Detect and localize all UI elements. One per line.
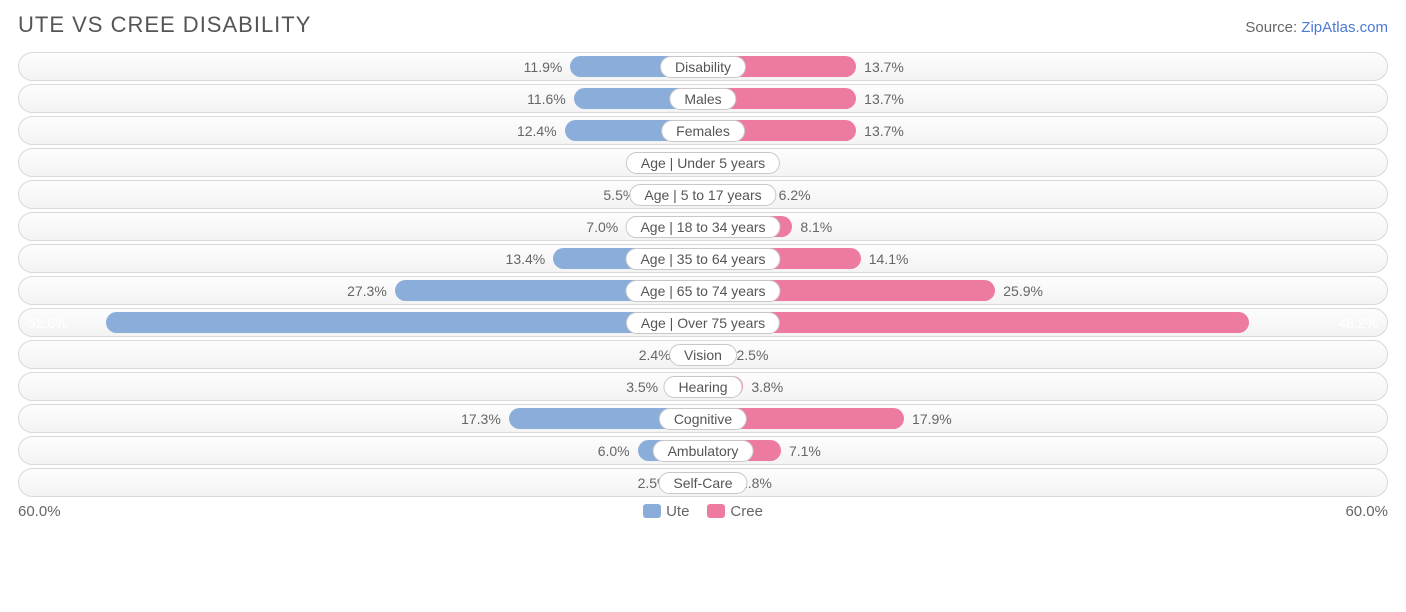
- value-left: 17.3%: [461, 411, 501, 427]
- value-right: 13.7%: [864, 59, 904, 75]
- axis-max-right: 60.0%: [1345, 503, 1388, 520]
- legend-label-ute: Ute: [666, 503, 689, 520]
- value-left: 13.4%: [506, 251, 546, 267]
- value-left: 52.6%: [28, 315, 68, 331]
- value-left: 2.4%: [639, 347, 671, 363]
- category-label: Age | 35 to 64 years: [625, 248, 780, 270]
- value-right: 3.8%: [751, 379, 783, 395]
- value-right: 17.9%: [912, 411, 952, 427]
- chart-row: 52.6% 48.2% Age | Over 75 years: [18, 308, 1388, 337]
- value-right: 25.9%: [1003, 283, 1043, 299]
- chart-row: 0.86%1.4%Age | Under 5 years: [18, 148, 1388, 177]
- category-label: Hearing: [663, 376, 742, 398]
- category-label: Females: [661, 120, 745, 142]
- value-left: 11.9%: [524, 59, 563, 75]
- value-left: 3.5%: [626, 379, 658, 395]
- bar-right: [700, 312, 1249, 333]
- chart-row: 17.3% 17.9% Cognitive: [18, 404, 1388, 433]
- legend-item-ute: Ute: [643, 503, 689, 520]
- value-left: 12.4%: [517, 123, 557, 139]
- value-right: 6.2%: [779, 187, 811, 203]
- category-label: Vision: [669, 344, 737, 366]
- chart-row: 12.4% 13.7% Females: [18, 116, 1388, 145]
- chart-row: 6.0% 7.1% Ambulatory: [18, 436, 1388, 465]
- legend-swatch-cree: [707, 504, 725, 518]
- category-label: Males: [669, 88, 736, 110]
- legend-label-cree: Cree: [730, 503, 763, 520]
- chart-row: 2.4% 2.5%Vision: [18, 340, 1388, 369]
- category-label: Age | 65 to 74 years: [625, 280, 780, 302]
- category-label: Age | 5 to 17 years: [629, 184, 776, 206]
- category-label: Age | Under 5 years: [626, 152, 780, 174]
- chart-row: 2.5%2.8%Self-Care: [18, 468, 1388, 497]
- category-label: Ambulatory: [653, 440, 754, 462]
- chart-row: 3.5% 3.8% Hearing: [18, 372, 1388, 401]
- legend-item-cree: Cree: [707, 503, 763, 520]
- value-right: 14.1%: [869, 251, 909, 267]
- chart-row: 27.3% 25.9% Age | 65 to 74 years: [18, 276, 1388, 305]
- value-right: 8.1%: [800, 219, 832, 235]
- category-label: Self-Care: [658, 472, 747, 494]
- legend-swatch-ute: [643, 504, 661, 518]
- value-left: 11.6%: [527, 91, 566, 107]
- chart-title: UTE VS CREE DISABILITY: [18, 12, 311, 38]
- category-label: Age | Over 75 years: [626, 312, 780, 334]
- chart-row: 11.9% 13.7% Disability: [18, 52, 1388, 81]
- value-left: 6.0%: [598, 443, 630, 459]
- chart-source: Source: ZipAtlas.com: [1245, 19, 1388, 36]
- legend: Ute Cree: [643, 503, 763, 520]
- axis-max-left: 60.0%: [18, 503, 61, 520]
- category-label: Cognitive: [659, 408, 747, 430]
- value-right: 13.7%: [864, 123, 904, 139]
- category-label: Disability: [660, 56, 746, 78]
- value-right: 2.5%: [737, 347, 769, 363]
- source-link[interactable]: ZipAtlas.com: [1301, 19, 1388, 36]
- source-prefix: Source:: [1245, 19, 1301, 36]
- chart-row: 13.4% 14.1% Age | 35 to 64 years: [18, 244, 1388, 273]
- chart-row: 5.5%6.2%Age | 5 to 17 years: [18, 180, 1388, 209]
- bar-left: [106, 312, 706, 333]
- value-left: 7.0%: [586, 219, 618, 235]
- chart-rows: 11.9% 13.7% Disability 11.6% 13.7% Males 12.4%…: [18, 52, 1388, 497]
- category-label: Age | 18 to 34 years: [625, 216, 780, 238]
- chart-row: 7.0% 8.1% Age | 18 to 34 years: [18, 212, 1388, 241]
- value-right: 13.7%: [864, 91, 904, 107]
- value-left: 27.3%: [347, 283, 387, 299]
- value-right: 7.1%: [789, 443, 821, 459]
- value-right: 48.2%: [1338, 315, 1378, 331]
- chart-row: 11.6% 13.7% Males: [18, 84, 1388, 113]
